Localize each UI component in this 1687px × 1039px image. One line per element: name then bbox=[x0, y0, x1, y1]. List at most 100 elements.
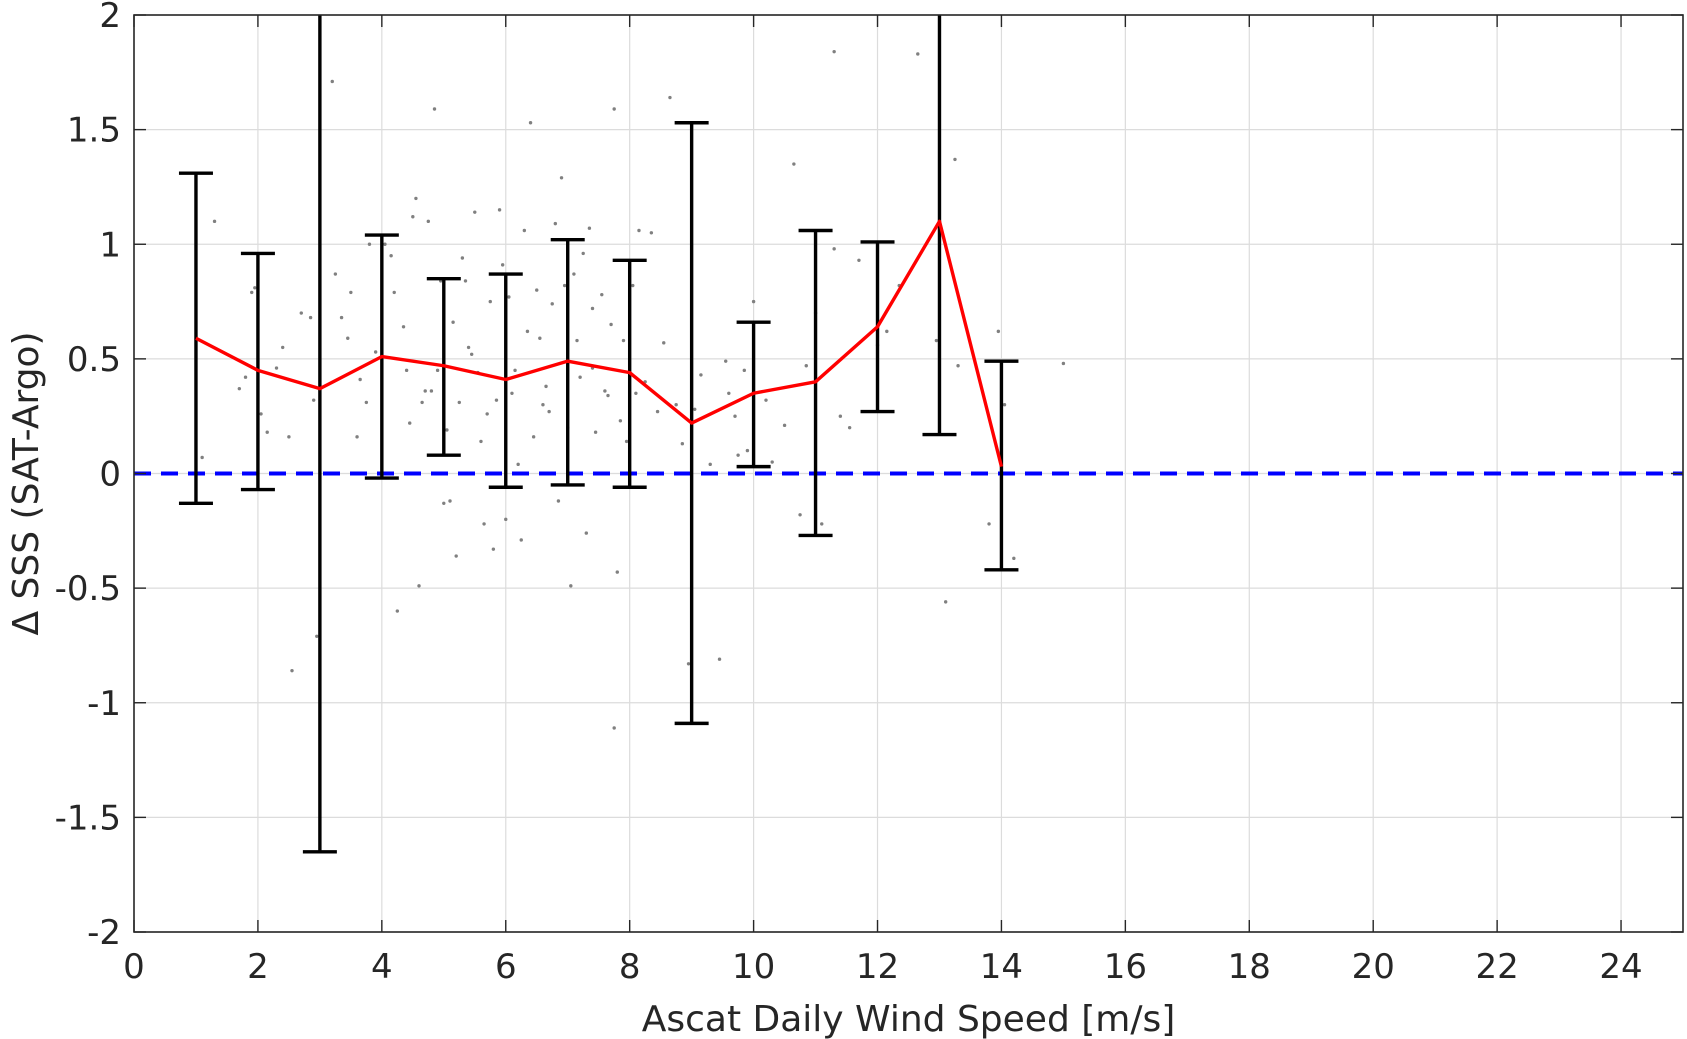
scatter-point bbox=[847, 425, 852, 430]
scatter-point bbox=[330, 79, 334, 84]
scatter-point bbox=[500, 263, 505, 267]
scatter-point bbox=[804, 364, 808, 368]
scatter-point bbox=[243, 375, 248, 379]
scatter-point bbox=[782, 423, 787, 428]
y-tick-label: 2 bbox=[99, 0, 121, 36]
scatter-point bbox=[457, 400, 461, 405]
scatter-point bbox=[593, 430, 598, 434]
x-tick-label: 8 bbox=[619, 947, 641, 987]
scatter-point bbox=[541, 403, 545, 407]
scatter-point bbox=[953, 157, 957, 162]
x-tick-label: 22 bbox=[1475, 947, 1518, 987]
x-tick-label: 24 bbox=[1599, 947, 1642, 987]
scatter-point bbox=[423, 389, 427, 393]
y-tick-label: -2 bbox=[87, 913, 121, 953]
scatter-point bbox=[392, 290, 396, 295]
scatter-point bbox=[315, 634, 319, 638]
scatter-points bbox=[200, 49, 1066, 730]
scatter-point bbox=[764, 398, 768, 402]
scatter-point bbox=[655, 409, 660, 414]
scatter-point bbox=[469, 352, 474, 356]
scatter-point bbox=[624, 439, 629, 444]
scatter-point bbox=[742, 368, 747, 373]
scatter-point bbox=[578, 375, 582, 379]
scatter-point bbox=[934, 338, 939, 343]
scatter-point bbox=[507, 295, 511, 299]
scatter-point bbox=[525, 329, 530, 334]
scatter-point bbox=[212, 219, 217, 224]
scatter-point bbox=[411, 215, 415, 219]
scatter-point bbox=[373, 350, 378, 354]
scatter-point bbox=[621, 338, 626, 343]
scatter-point bbox=[404, 368, 409, 373]
scatter-point bbox=[259, 412, 263, 416]
scatter-point bbox=[389, 254, 393, 258]
scatter-point bbox=[857, 258, 861, 262]
scatter-point bbox=[287, 435, 291, 439]
scatter-point bbox=[516, 462, 520, 467]
scatter-point bbox=[885, 329, 889, 334]
scatter-point bbox=[996, 329, 1001, 334]
scatter-point bbox=[603, 389, 607, 393]
scatter-point bbox=[724, 359, 728, 363]
scatter-point bbox=[466, 345, 471, 350]
scatter-point bbox=[770, 460, 774, 464]
scatter-point bbox=[581, 251, 585, 256]
scatter-point bbox=[364, 400, 369, 405]
scatter-point bbox=[745, 448, 750, 453]
scatter-point bbox=[494, 398, 499, 402]
scatter-point bbox=[519, 538, 523, 542]
x-axis-label: Ascat Daily Wind Speed [m/s] bbox=[642, 999, 1176, 1039]
scatter-point bbox=[401, 325, 406, 329]
scatter-point bbox=[420, 400, 424, 405]
scatter-point bbox=[618, 419, 623, 423]
scatter-point bbox=[612, 107, 616, 111]
scatter-point bbox=[463, 279, 468, 283]
scatter-point bbox=[547, 409, 551, 414]
scatter-point bbox=[609, 322, 613, 327]
scatter-point bbox=[668, 95, 672, 100]
scatter-point bbox=[538, 336, 542, 340]
x-tick-label: 6 bbox=[495, 947, 517, 987]
scatter-point bbox=[943, 600, 948, 604]
scatter-point bbox=[200, 455, 204, 460]
x-axis-ticks: 0 2 4 6 8 10 12 14 16 18 20 22 24 bbox=[123, 15, 1643, 987]
scatter-point bbox=[311, 398, 316, 402]
scatter-point bbox=[445, 428, 449, 432]
scatter-point bbox=[587, 226, 592, 230]
scatter-point bbox=[497, 208, 502, 212]
scatter-point bbox=[339, 315, 344, 320]
scatter-point bbox=[1061, 361, 1066, 366]
scatter-point bbox=[510, 391, 514, 395]
x-tick-label: 14 bbox=[980, 947, 1023, 987]
scatter-point bbox=[544, 384, 548, 389]
scatter-point bbox=[531, 435, 536, 439]
scatter-point bbox=[414, 196, 418, 201]
scatter-point bbox=[556, 499, 561, 503]
x-tick-label: 10 bbox=[732, 947, 775, 987]
scatter-point bbox=[680, 441, 685, 446]
scatter-point bbox=[448, 499, 452, 503]
scatter-point bbox=[528, 121, 533, 125]
scatter-point bbox=[674, 403, 678, 407]
x-tick-label: 20 bbox=[1352, 947, 1395, 987]
scatter-point bbox=[631, 283, 635, 288]
scatter-point bbox=[686, 662, 691, 666]
y-tick-label: 0 bbox=[99, 455, 121, 495]
x-tick-label: 4 bbox=[371, 947, 393, 987]
scatter-point bbox=[792, 162, 796, 166]
scatter-point bbox=[485, 412, 489, 416]
scatter-point bbox=[662, 341, 666, 345]
scatter-point bbox=[600, 292, 604, 297]
scatter-point bbox=[832, 247, 836, 251]
error-bar bbox=[302, 15, 337, 854]
scatter-point bbox=[820, 522, 824, 526]
scatter-point bbox=[265, 430, 269, 434]
y-axis-label: Δ SSS (SAT-Argo) bbox=[6, 331, 47, 635]
scatter-point bbox=[250, 290, 254, 295]
scatter-point bbox=[358, 377, 362, 382]
x-tick-label: 16 bbox=[1104, 947, 1147, 987]
scatter-point bbox=[572, 272, 576, 276]
scatter-point bbox=[634, 391, 638, 395]
